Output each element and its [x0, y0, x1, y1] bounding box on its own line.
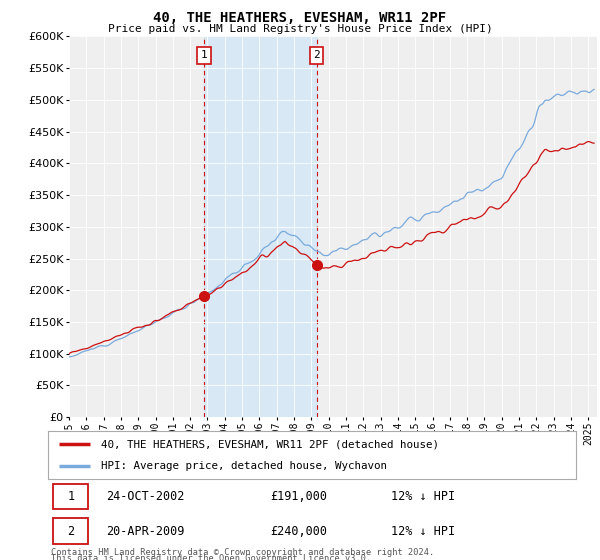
FancyBboxPatch shape	[53, 519, 88, 544]
Text: 1: 1	[67, 490, 74, 503]
Text: 2: 2	[313, 50, 320, 60]
Text: £240,000: £240,000	[270, 525, 327, 538]
Text: 12% ↓ HPI: 12% ↓ HPI	[391, 490, 455, 503]
Text: 1: 1	[200, 50, 208, 60]
Text: Contains HM Land Registry data © Crown copyright and database right 2024.: Contains HM Land Registry data © Crown c…	[51, 548, 434, 557]
FancyBboxPatch shape	[53, 483, 88, 509]
Text: 20-APR-2009: 20-APR-2009	[106, 525, 184, 538]
Text: 2: 2	[67, 525, 74, 538]
Text: 24-OCT-2002: 24-OCT-2002	[106, 490, 184, 503]
Text: £191,000: £191,000	[270, 490, 327, 503]
Text: 40, THE HEATHERS, EVESHAM, WR11 2PF: 40, THE HEATHERS, EVESHAM, WR11 2PF	[154, 11, 446, 25]
Text: HPI: Average price, detached house, Wychavon: HPI: Average price, detached house, Wych…	[101, 461, 387, 471]
Text: Price paid vs. HM Land Registry's House Price Index (HPI): Price paid vs. HM Land Registry's House …	[107, 24, 493, 34]
Text: 40, THE HEATHERS, EVESHAM, WR11 2PF (detached house): 40, THE HEATHERS, EVESHAM, WR11 2PF (det…	[101, 439, 439, 449]
Text: This data is licensed under the Open Government Licence v3.0.: This data is licensed under the Open Gov…	[51, 554, 371, 560]
Bar	[204, 36, 317, 417]
Text: 12% ↓ HPI: 12% ↓ HPI	[391, 525, 455, 538]
